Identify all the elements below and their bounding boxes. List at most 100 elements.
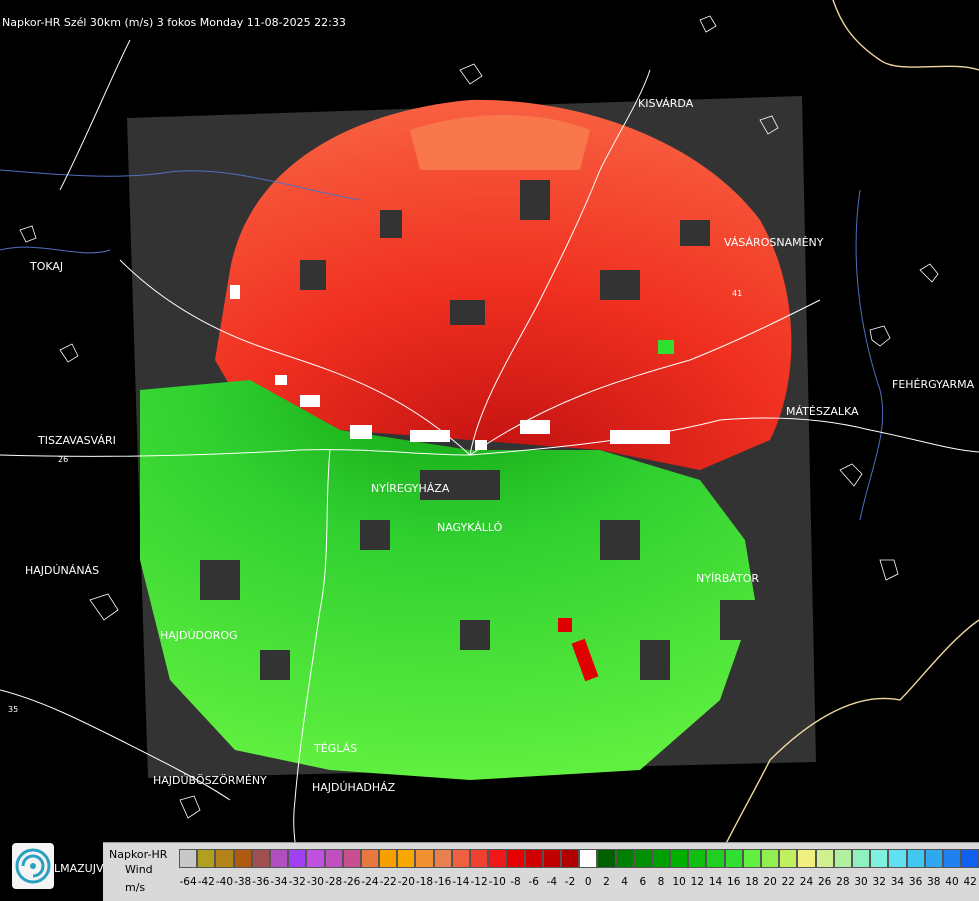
legend-swatch: [524, 849, 543, 868]
legend-swatch: [179, 849, 198, 868]
legend-tick-label: -6: [528, 876, 539, 888]
legend-tick-label: -26: [343, 876, 361, 888]
legend-swatch: [470, 849, 489, 868]
legend-swatch: [342, 849, 361, 868]
legend-swatch: [269, 849, 289, 868]
legend-swatch: [870, 849, 889, 868]
legend-swatch: [761, 849, 780, 868]
city-label-tokaj: TOKAJ: [30, 260, 64, 273]
legend-swatch: [815, 849, 834, 868]
legend-tick-label: 18: [745, 876, 759, 888]
road-number-41: 41: [732, 289, 742, 298]
legend-tick-label: 40: [945, 876, 959, 888]
legend-tick-label: -22: [379, 876, 397, 888]
legend-tick-label: 34: [890, 876, 905, 888]
legend-tick-label: -36: [252, 876, 270, 888]
legend-tick-label: 32: [872, 876, 886, 888]
color-legend: Napkor-HR Wind m/s -64 -42 -40 -38 -36 -34 -32…: [103, 842, 979, 901]
legend-swatch: [360, 849, 380, 868]
legend-swatch: [779, 849, 798, 868]
road-numbers: 35 26 41: [8, 289, 742, 714]
legend-tick-label: -38: [234, 876, 252, 888]
road-number-26: 26: [58, 455, 68, 464]
legend-tick-label: -16: [434, 876, 452, 888]
legend-swatch: [433, 849, 452, 868]
legend-tick-label: -10: [488, 876, 506, 888]
country-border: [699, 0, 979, 900]
legend-tick-label: 0: [584, 876, 592, 888]
legend-swatch: [379, 849, 398, 868]
legend-swatch: [197, 849, 216, 868]
road-number-35: 35: [8, 705, 18, 714]
legend-variable-label: Wind: [125, 863, 153, 876]
legend-swatch: [615, 849, 634, 868]
legend-tick-label: -64: [179, 876, 197, 888]
legend-swatch: [506, 849, 525, 868]
legend-swatch: [560, 849, 580, 868]
legend-tick-label: 36: [908, 876, 923, 888]
legend-swatch: [851, 849, 871, 868]
city-label-nyiregyhaza: NYÍREGYHÁZA: [371, 482, 450, 495]
legend-swatch: [415, 849, 434, 868]
inbound-velocity-edge-north: [410, 115, 590, 170]
legend-tick-label: 24: [799, 876, 814, 888]
legend-tick-label: 12: [690, 876, 705, 888]
legend-tick-label: -20: [397, 876, 415, 888]
legend-swatch: [888, 849, 907, 868]
echo-green-spot: [658, 340, 674, 354]
city-label-hajdudorog: HAJDÚDOROG: [160, 629, 238, 642]
legend-unit-label: m/s: [125, 881, 146, 894]
legend-tick-label: 8: [657, 876, 665, 888]
legend-ticks: -64 -42 -40 -38 -36 -34 -32 -30 -28 -26 -24 -22 -20-…: [179, 876, 979, 890]
legend-swatch: [742, 849, 761, 868]
map-title: Napkor-HR Szél 30km (m/s) 3 fokos Monday…: [2, 16, 346, 29]
legend-tick-label: 42: [963, 876, 977, 888]
city-label-vasarosnameny: VÁSÁROSNAMÉNY: [724, 236, 824, 249]
legend-tick-label: -34: [270, 876, 288, 888]
legend-tick-label: 4: [621, 876, 628, 888]
legend-swatch: [451, 849, 470, 868]
legend-tick-label: 16: [727, 876, 741, 888]
city-label-tegla: TÉGLÁS: [314, 742, 358, 755]
legend-tick-label: 26: [817, 876, 832, 888]
legend-swatch: [688, 849, 707, 868]
legend-tick-label: 22: [781, 876, 795, 888]
echo-red-spot: [558, 618, 572, 632]
legend-tick-label: -2: [564, 876, 576, 888]
legend-swatch: [942, 849, 962, 868]
legend-swatch: [724, 849, 743, 868]
city-label-hajdunanas: HAJDÚNÁNÁS: [25, 564, 100, 577]
outbound-velocity-area: [140, 380, 755, 780]
legend-tick-label: -14: [452, 876, 470, 888]
city-label-tiszavasvari: TISZAVASVÁRI: [38, 434, 116, 447]
legend-swatch: [397, 849, 416, 868]
legend-swatch: [251, 849, 270, 868]
legend-swatch: [961, 849, 979, 868]
no-data-gaps: [200, 180, 760, 680]
legend-tick-label: 14: [708, 876, 723, 888]
legend-tick-label: 20: [763, 876, 777, 888]
rivers: [0, 169, 884, 521]
legend-tick-label: -28: [325, 876, 343, 888]
legend-swatch: [324, 849, 343, 868]
legend-tick-label: -40: [215, 876, 234, 888]
legend-tick-label: 30: [854, 876, 868, 888]
city-label-nagykallo: NAGYKÁLLÓ: [437, 521, 503, 534]
city-label-hajduboszormeny: HAJDÚBÖSZÖRMÉNY: [153, 774, 267, 787]
zero-velocity-band: [230, 285, 670, 450]
echo-red-streak: [571, 638, 599, 682]
legend-swatches: [179, 849, 979, 868]
legend-swatch: [924, 849, 943, 868]
legend-swatch: [833, 849, 852, 868]
legend-tick-label: -12: [470, 876, 488, 888]
legend-swatch: [488, 849, 507, 868]
legend-swatch: [633, 849, 652, 868]
city-label-nyirbator: NYÍRBÁTOR: [696, 572, 760, 585]
city-label-hajduhadhaz: HAJDÚHADHÁZ: [312, 781, 396, 794]
legend-swatch: [906, 849, 925, 868]
legend-swatch: [706, 849, 725, 868]
city-label-almazujvar: LMAZUJVÁR: [54, 862, 118, 875]
legend-swatch: [597, 849, 616, 868]
legend-swatch: [288, 849, 307, 868]
